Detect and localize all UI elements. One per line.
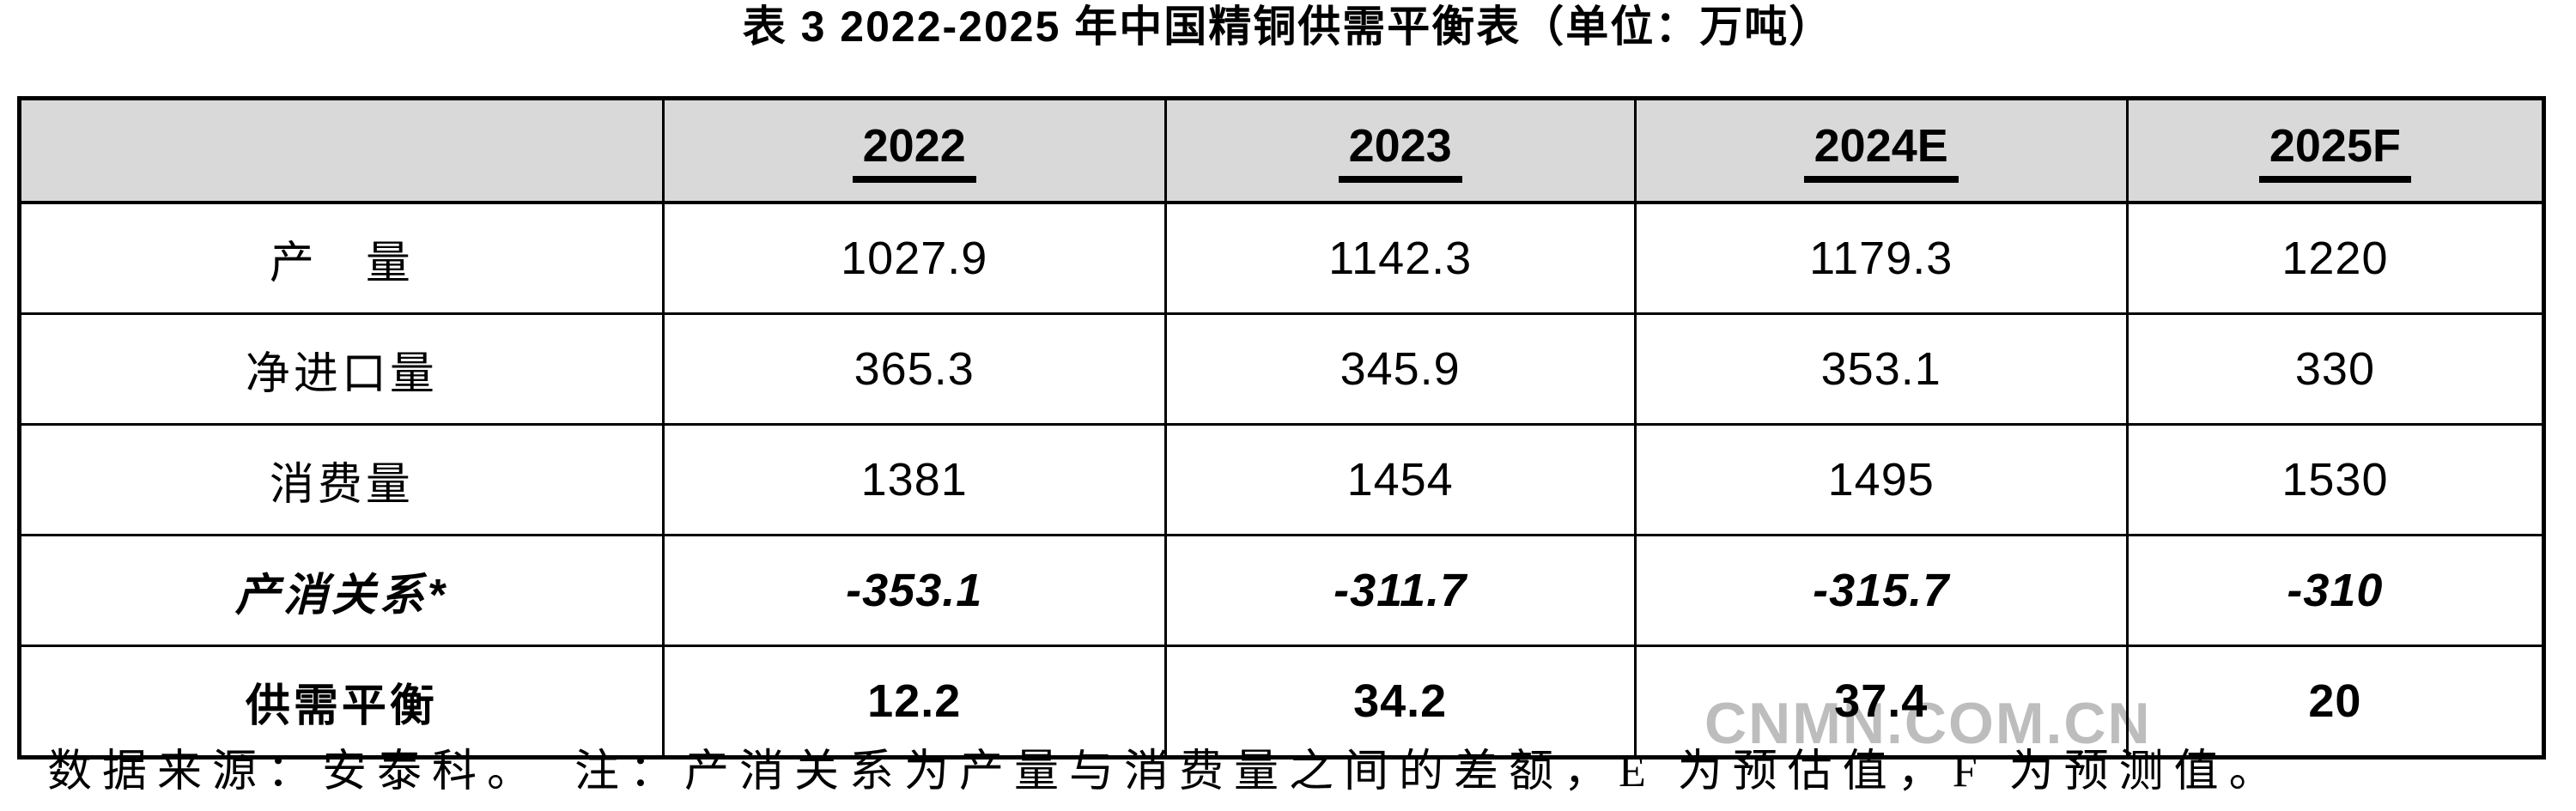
table-header-row: 2022 2023 2024E 2025F [18, 97, 2546, 204]
column-header-2024e-label: 2024E [1803, 121, 1959, 183]
table-row-production: 产 量 1027.9 1142.3 1179.3 1220 [18, 201, 2546, 315]
table-row-net-imports: 净进口量 365.3 345.9 353.1 330 [18, 312, 2546, 426]
row-label-production-consumption-gap: 产消关系* [18, 534, 665, 647]
cell-balance-2022: 12.2 [661, 645, 1167, 759]
cell-consumption-2024e: 1495 [1633, 423, 2129, 536]
source-note: 数据来源：安泰科。 注：产消关系为产量与消费量之间的差额，E 为预估值，F 为预… [47, 747, 2284, 796]
cell-production-2024e: 1179.3 [1633, 201, 2129, 315]
cell-gap-2023: -311.7 [1163, 534, 1637, 647]
column-header-2025f-label: 2025F [2258, 121, 2411, 183]
column-header-2022: 2022 [661, 97, 1167, 204]
table-row-production-consumption-gap: 产消关系* -353.1 -311.7 -315.7 -310 [18, 534, 2546, 647]
supply-demand-balance-table: 2022 2023 2024E 2025F 产 量 1027.9 1142.3 … [17, 96, 2546, 760]
table-row-supply-demand-balance: 供需平衡 12.2 34.2 37.4 20 [18, 645, 2546, 759]
cell-net-imports-2022: 365.3 [661, 312, 1167, 426]
cell-net-imports-2025f: 330 [2125, 312, 2546, 426]
cell-consumption-2022: 1381 [661, 423, 1167, 536]
column-header-2025f: 2025F [2125, 97, 2546, 204]
cell-net-imports-2023: 345.9 [1163, 312, 1637, 426]
column-header-blank [18, 97, 665, 204]
page-title: 表 3 2022-2025 年中国精铜供需平衡表（单位：万吨） [742, 3, 1834, 51]
column-header-2023-label: 2023 [1338, 121, 1462, 183]
cell-gap-2022: -353.1 [661, 534, 1167, 647]
column-header-2023: 2023 [1163, 97, 1637, 204]
column-header-2024e: 2024E [1633, 97, 2129, 204]
cell-gap-2024e: -315.7 [1633, 534, 2129, 647]
cell-balance-2023: 34.2 [1163, 645, 1637, 759]
cell-consumption-2025f: 1530 [2125, 423, 2546, 536]
row-label-production: 产 量 [18, 201, 665, 315]
cell-production-2023: 1142.3 [1163, 201, 1637, 315]
cell-production-2025f: 1220 [2125, 201, 2546, 315]
cell-balance-2024e: 37.4 [1633, 645, 2129, 759]
table-row-consumption: 消费量 1381 1454 1495 1530 [18, 423, 2546, 536]
cell-net-imports-2024e: 353.1 [1633, 312, 2129, 426]
cell-gap-2025f: -310 [2125, 534, 2546, 647]
cell-consumption-2023: 1454 [1163, 423, 1637, 536]
row-label-consumption: 消费量 [18, 423, 665, 536]
cell-production-2022: 1027.9 [661, 201, 1167, 315]
row-label-supply-demand-balance: 供需平衡 [18, 645, 665, 759]
cell-balance-2025f: 20 [2125, 645, 2546, 759]
column-header-2022-label: 2022 [852, 121, 976, 183]
row-label-net-imports: 净进口量 [18, 312, 665, 426]
